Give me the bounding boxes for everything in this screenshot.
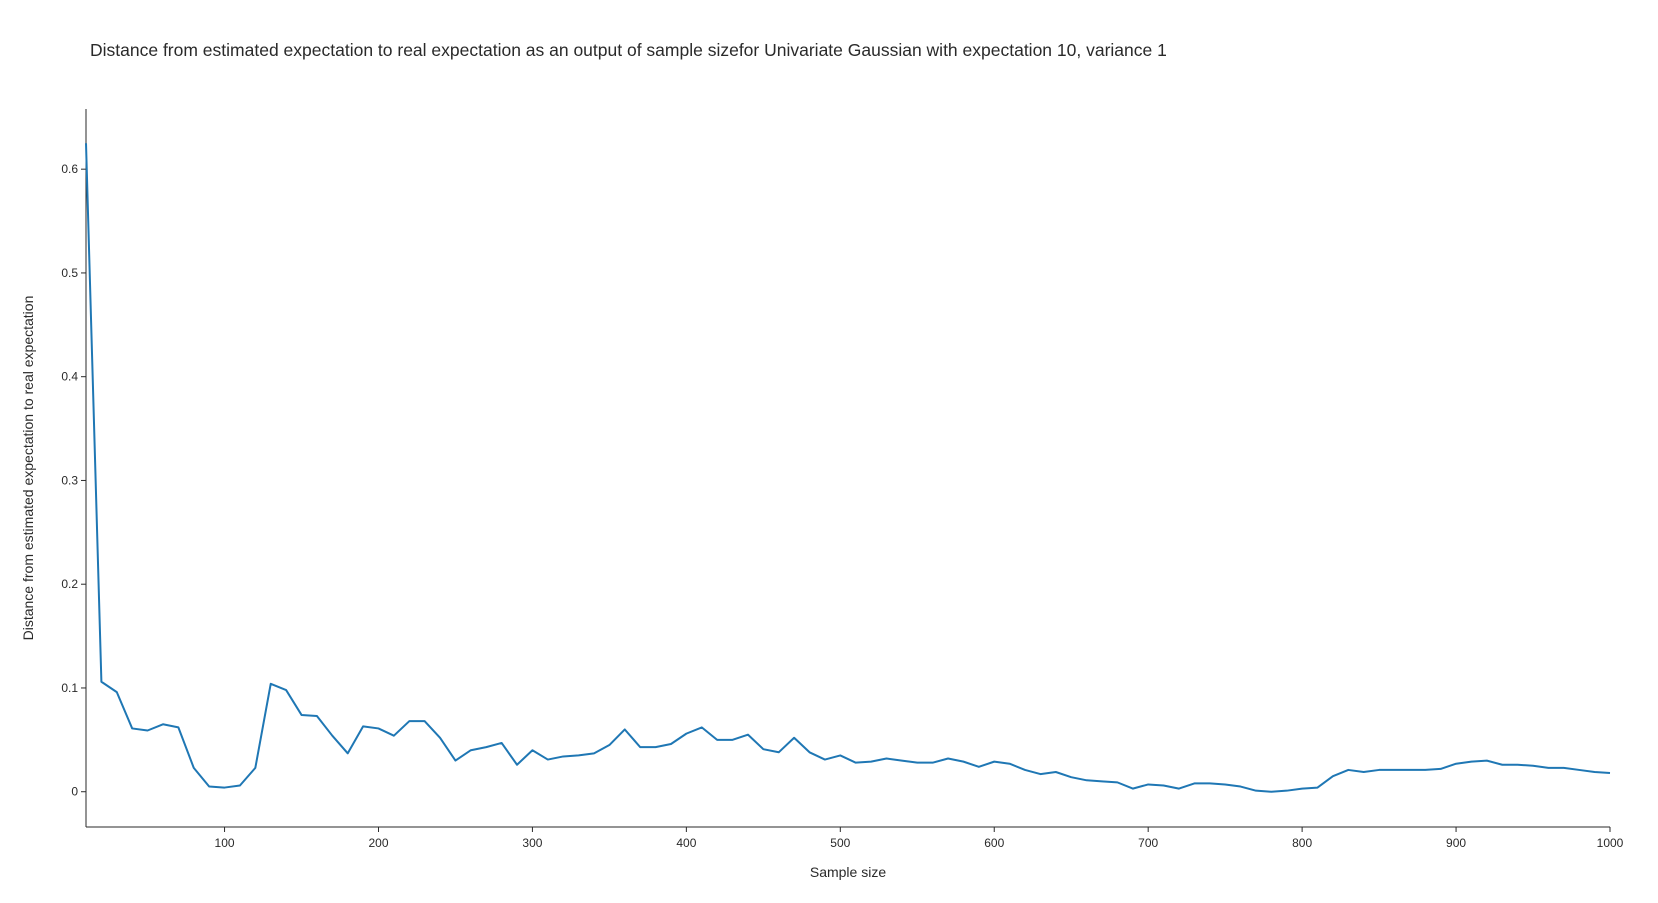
x-tick-label: 1000 bbox=[1597, 836, 1624, 850]
x-tick-label: 100 bbox=[215, 836, 235, 850]
y-tick-label: 0 bbox=[71, 785, 78, 799]
y-tick-label: 0.6 bbox=[61, 162, 78, 176]
x-axis-title: Sample size bbox=[810, 864, 886, 880]
chart-title: Distance from estimated expectation to r… bbox=[90, 40, 1167, 60]
axes bbox=[85, 109, 1610, 828]
x-tick-label: 800 bbox=[1292, 836, 1312, 850]
y-tick-label: 0.4 bbox=[61, 370, 78, 384]
x-tick-label: 400 bbox=[676, 836, 696, 850]
series-line bbox=[85, 143, 1611, 793]
ticks: 100 200 300 400 500 600 700 800 900 1000 0 0.1 0.2 0.… bbox=[61, 162, 1623, 850]
y-tick-label: 0.1 bbox=[61, 681, 78, 695]
x-tick-label: 600 bbox=[984, 836, 1004, 850]
x-tick-label: 300 bbox=[522, 836, 542, 850]
series-lines bbox=[85, 143, 1611, 793]
x-tick-label: 200 bbox=[368, 836, 388, 850]
y-axis-title: Distance from estimated expectation to r… bbox=[20, 296, 36, 641]
y-tick-label: 0.5 bbox=[61, 266, 78, 280]
x-tick-label: 700 bbox=[1138, 836, 1158, 850]
y-tick-label: 0.3 bbox=[61, 473, 78, 487]
x-tick-label: 500 bbox=[830, 836, 850, 850]
x-tick-label: 900 bbox=[1446, 836, 1466, 850]
y-tick-label: 0.2 bbox=[61, 577, 78, 591]
